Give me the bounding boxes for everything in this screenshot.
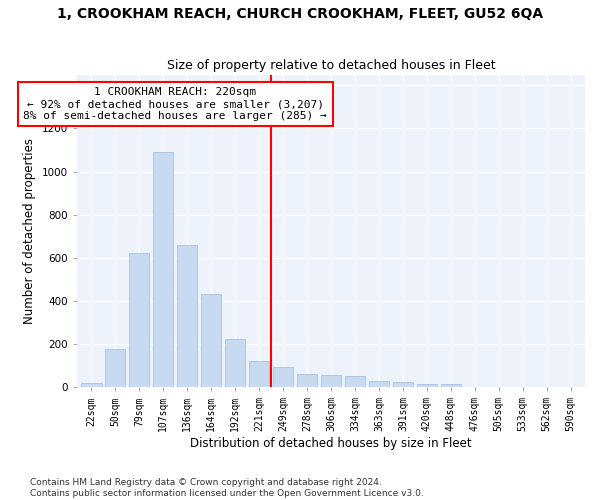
Y-axis label: Number of detached properties: Number of detached properties [23, 138, 36, 324]
Bar [273, 366, 293, 387]
Bar [440, 384, 461, 387]
Bar [297, 374, 317, 387]
Bar [105, 350, 125, 387]
Bar [81, 383, 101, 387]
Text: Contains HM Land Registry data © Crown copyright and database right 2024.
Contai: Contains HM Land Registry data © Crown c… [30, 478, 424, 498]
Bar [249, 362, 269, 387]
Bar [177, 245, 197, 387]
Bar [225, 338, 245, 387]
Bar [129, 254, 149, 387]
Bar [392, 382, 413, 387]
Bar [345, 376, 365, 387]
Bar [321, 376, 341, 387]
Bar [153, 152, 173, 387]
Bar [201, 294, 221, 387]
Bar [369, 380, 389, 387]
Text: 1, CROOKHAM REACH, CHURCH CROOKHAM, FLEET, GU52 6QA: 1, CROOKHAM REACH, CHURCH CROOKHAM, FLEE… [57, 8, 543, 22]
Title: Size of property relative to detached houses in Fleet: Size of property relative to detached ho… [167, 59, 495, 72]
Bar [416, 384, 437, 387]
Text: 1 CROOKHAM REACH: 220sqm
← 92% of detached houses are smaller (3,207)
8% of semi: 1 CROOKHAM REACH: 220sqm ← 92% of detach… [23, 88, 327, 120]
X-axis label: Distribution of detached houses by size in Fleet: Distribution of detached houses by size … [190, 437, 472, 450]
